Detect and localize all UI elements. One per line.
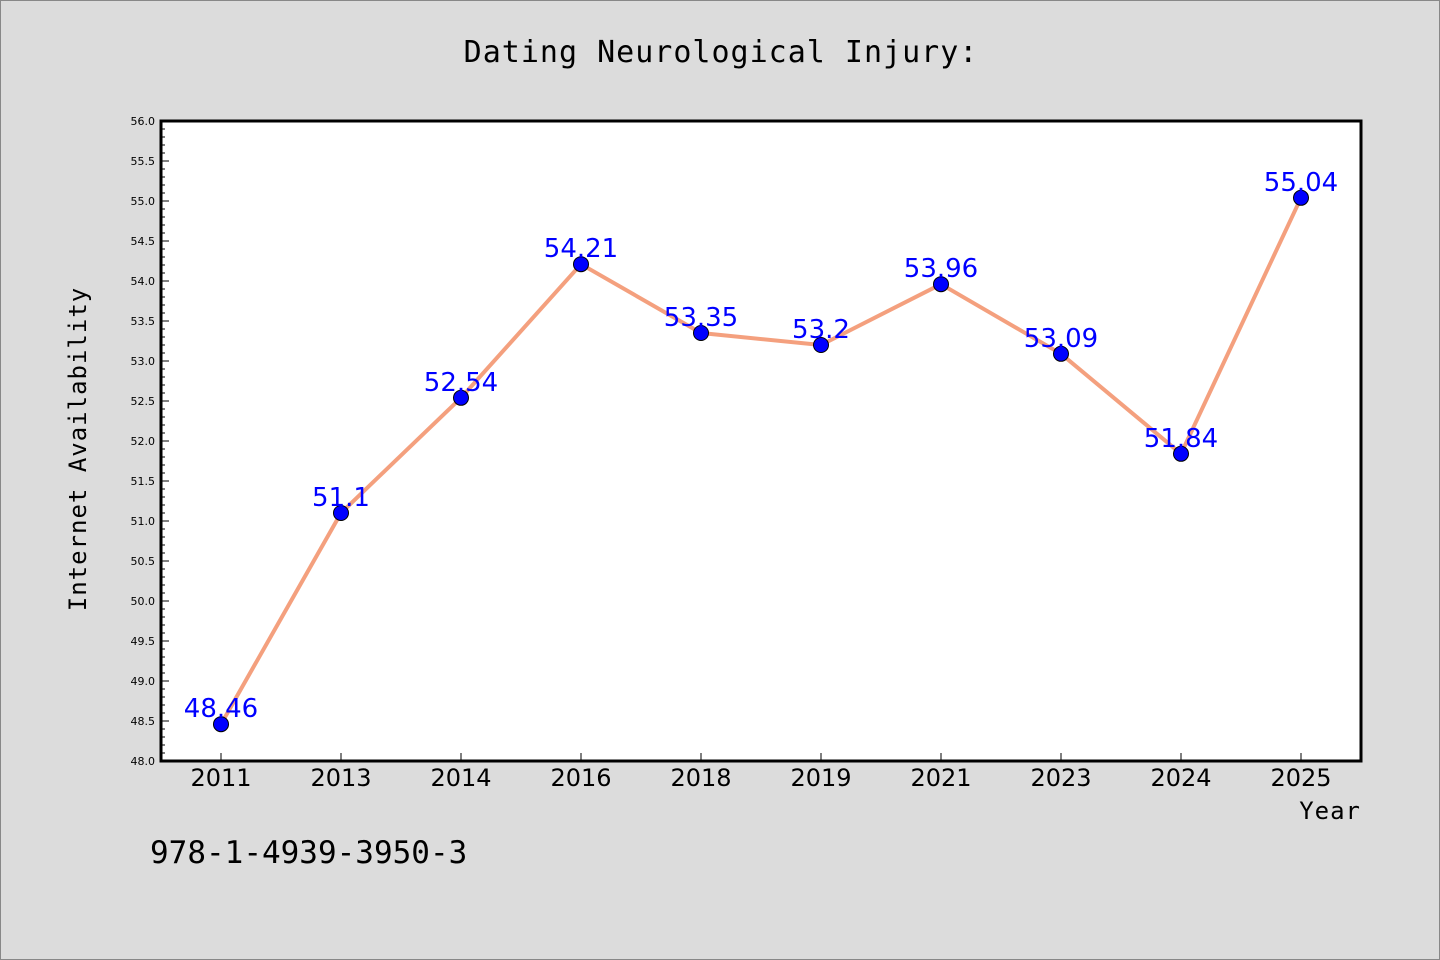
data-label: 53.35: [664, 303, 738, 333]
y-tick-label: 49.5: [131, 635, 156, 648]
y-tick-label: 50.0: [131, 595, 156, 608]
y-tick-label: 56.0: [131, 115, 156, 128]
data-labels: 48.46 51.1 52.54 54.21 53.35 53.2 53.96 53.09 51…: [184, 168, 1338, 724]
y-tick-label: 49.0: [131, 675, 156, 688]
data-point: [813, 337, 829, 353]
data-point: [933, 276, 949, 293]
y-tick-label: 51.0: [131, 515, 156, 528]
x-tick-label: 2021: [910, 764, 971, 792]
data-label: 53.2: [792, 315, 850, 345]
series-line: [219, 195, 1303, 727]
data-label: 53.96: [904, 254, 978, 284]
y-tick-label: 51.5: [131, 475, 156, 488]
data-label: 52.54: [424, 368, 498, 398]
y-tick-label: 48.0: [131, 755, 156, 768]
y-axis-ticks: 48.0 48.5 49.0 49.5 50.0 50.5 51.0 51.5 52.0 52.5…: [131, 115, 169, 768]
x-tick-label: 2013: [310, 764, 371, 792]
x-tick-label: 2018: [670, 764, 731, 792]
x-axis-label: Year: [1299, 797, 1361, 825]
y-tick-label: 55.0: [131, 195, 156, 208]
y-tick-label: 55.5: [131, 155, 156, 168]
x-tick-label: 2023: [1030, 764, 1091, 792]
data-point: [453, 389, 469, 406]
y-tick-label: 53.5: [131, 315, 156, 328]
data-label: 55.04: [1264, 168, 1338, 198]
data-point: [213, 716, 229, 733]
plot-background: [161, 121, 1361, 761]
data-point: [333, 505, 349, 521]
series-markers: [213, 189, 1309, 733]
data-point: [1173, 445, 1189, 462]
x-tick-label: 2011: [190, 764, 251, 792]
x-axis-ticks: 2011 2013 2014 2016 2018 2019 2021 2023 2024 2025: [190, 753, 1332, 792]
data-label: 54.21: [544, 234, 618, 264]
x-tick-label: 2025: [1270, 764, 1331, 792]
data-label: 48.46: [184, 694, 258, 724]
data-label: 51.1: [312, 483, 370, 513]
isbn-footnote: 978-1-4939-3950-3: [150, 835, 468, 871]
y-tick-label: 48.5: [131, 715, 156, 728]
x-tick-label: 2019: [790, 764, 851, 792]
series-line-group: [219, 195, 1303, 727]
y-tick-label: 54.0: [131, 275, 156, 288]
y-tick-label: 50.5: [131, 555, 156, 568]
data-point: [573, 256, 589, 273]
data-point: [693, 325, 709, 341]
y-tick-label: 53.0: [131, 355, 156, 368]
x-tick-label: 2016: [550, 764, 611, 792]
chart-title: Dating Neurological Injury:: [463, 35, 979, 70]
data-point: [1293, 189, 1309, 206]
y-tick-label: 54.5: [131, 235, 156, 248]
plot-frame: [159, 119, 1363, 763]
x-tick-label: 2024: [1150, 764, 1211, 792]
x-tick-label: 2014: [430, 764, 491, 792]
y-tick-label: 52.5: [131, 395, 156, 408]
data-label: 51.84: [1144, 424, 1218, 454]
data-point: [1053, 345, 1069, 362]
y-tick-label: 52.0: [131, 435, 156, 448]
y-axis-label: Internet Availability: [64, 286, 92, 612]
data-label: 53.09: [1024, 324, 1098, 354]
